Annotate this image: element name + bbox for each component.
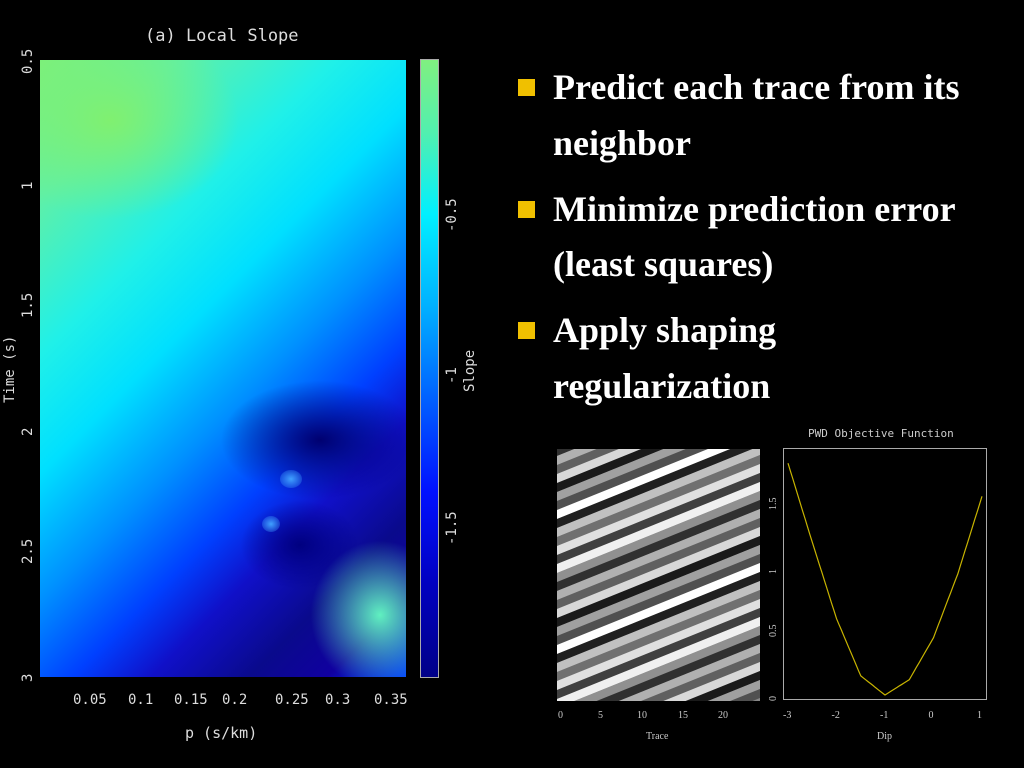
bullet-item: Apply shaping regularization [515, 303, 995, 415]
bullet-item: Predict each trace from its neighbor [515, 60, 995, 172]
chart-x-tick: 0 [928, 710, 934, 721]
pwd-objective-chart [783, 448, 987, 700]
trace-image [557, 449, 760, 701]
trace-tick: 20 [718, 710, 728, 721]
bullet-square-icon [518, 200, 535, 218]
chart-y-tick: 1.5 [768, 497, 779, 510]
y-tick: 1 [20, 181, 36, 190]
chart-y-tick: 0.5 [768, 624, 779, 638]
colorbar-tick: -0.5 [444, 198, 460, 232]
y-tick: 0.5 [20, 48, 36, 74]
chart-x-tick: -2 [831, 710, 840, 721]
x-tick: 0.1 [128, 692, 154, 708]
bullet-text: Apply shaping regularization [553, 310, 777, 406]
x-tick: 0.05 [73, 692, 107, 708]
bullet-text: Minimize prediction error (least squares… [553, 188, 955, 285]
trace-tick: 15 [678, 710, 688, 721]
y-tick: 3 [20, 673, 36, 682]
trace-tick: 0 [558, 710, 563, 721]
bullet-square-icon [518, 79, 535, 96]
chart-x-axis-label: Dip [877, 731, 892, 742]
bullet-text: Predict each trace from its neighbor [553, 67, 960, 163]
x-axis-label: p (s/km) [185, 724, 258, 742]
chart-title: PWD Objective Function [808, 427, 954, 440]
x-tick: 0.15 [174, 692, 208, 708]
x-tick: 0.2 [222, 692, 248, 708]
slope-panel-title: (a) Local Slope [145, 26, 299, 46]
colorbar-tick: -1 [444, 367, 460, 384]
x-tick: 0.3 [325, 692, 351, 708]
chart-y-tick: 1 [768, 568, 779, 574]
chart-x-tick: 1 [977, 710, 982, 721]
slope-colorbar [420, 59, 439, 678]
y-axis-label: Time (s) [2, 335, 18, 403]
local-slope-image [40, 60, 406, 677]
chart-x-tick: -3 [783, 710, 792, 721]
x-tick: 0.25 [275, 692, 309, 708]
series-line [787, 463, 983, 696]
bullet-list: Predict each trace from its neighbor Min… [515, 60, 995, 425]
bullet-square-icon [518, 322, 535, 340]
colorbar-label: Slope [462, 349, 478, 392]
y-tick: 2 [20, 427, 36, 436]
trace-tick: 10 [637, 710, 647, 721]
x-tick: 0.35 [374, 692, 408, 708]
chart-x-tick: -1 [880, 710, 889, 721]
trace-tick: 5 [598, 710, 603, 721]
colorbar-tick: -1.5 [444, 511, 460, 545]
bullet-item: Minimize prediction error (least squares… [515, 182, 995, 294]
chart-y-tick: 0 [768, 696, 779, 701]
y-tick: 2.5 [20, 538, 36, 564]
trace-axis-label: Trace [646, 731, 669, 742]
y-tick: 1.5 [20, 292, 36, 318]
